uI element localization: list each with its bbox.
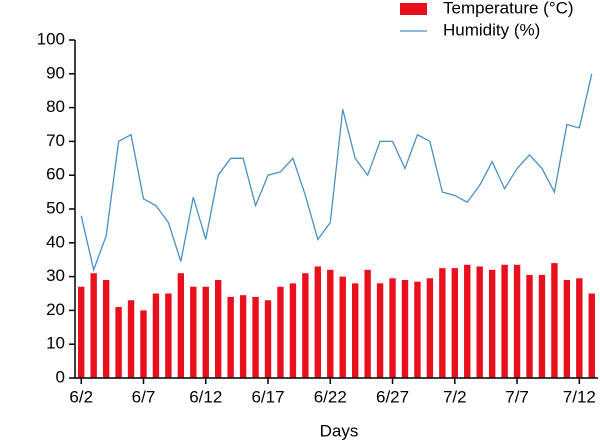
bar bbox=[476, 266, 483, 378]
bar bbox=[563, 279, 571, 378]
x-tick-label: 7/2 bbox=[443, 387, 467, 406]
x-axis-label: Days bbox=[320, 421, 359, 440]
bar bbox=[215, 279, 222, 378]
x-tick-label: 7/12 bbox=[563, 387, 596, 406]
bar bbox=[376, 283, 384, 378]
bar bbox=[451, 268, 458, 378]
bar bbox=[252, 296, 259, 378]
bar bbox=[202, 286, 209, 378]
bar bbox=[401, 279, 409, 378]
x-tick-label: 6/27 bbox=[376, 387, 409, 406]
bar bbox=[339, 276, 346, 378]
bar bbox=[576, 278, 583, 378]
x-tick-label: 6/12 bbox=[189, 387, 222, 406]
bar bbox=[239, 295, 247, 378]
bar bbox=[127, 300, 135, 378]
bar bbox=[588, 293, 595, 378]
y-tick-label: 100 bbox=[37, 29, 65, 48]
y-tick-label: 40 bbox=[46, 232, 65, 251]
bar bbox=[264, 300, 272, 378]
x-tick-label: 7/7 bbox=[505, 387, 529, 406]
y-tick-label: 0 bbox=[56, 367, 65, 386]
bar bbox=[102, 279, 110, 378]
bar bbox=[190, 286, 197, 378]
bar bbox=[513, 264, 521, 378]
y-tick-label: 90 bbox=[46, 63, 65, 82]
x-tick-label: 6/2 bbox=[69, 387, 93, 406]
y-tick-label: 80 bbox=[46, 97, 65, 116]
bar bbox=[526, 274, 533, 378]
x-tick-label: 6/17 bbox=[251, 387, 284, 406]
bar bbox=[140, 310, 147, 378]
x-tick-label: 6/22 bbox=[314, 387, 347, 406]
bar bbox=[277, 286, 284, 378]
bar bbox=[538, 274, 546, 378]
bar bbox=[351, 283, 359, 378]
bar bbox=[464, 264, 471, 378]
y-tick-label: 50 bbox=[46, 198, 65, 217]
humidity-line bbox=[80, 73, 593, 273]
legend-swatch bbox=[400, 3, 427, 15]
legend-label: Humidity (%) bbox=[443, 20, 540, 39]
x-tick-label: 6/7 bbox=[132, 387, 156, 406]
legend-label: Temperature (°C) bbox=[443, 0, 574, 17]
bar bbox=[488, 269, 496, 378]
bar bbox=[327, 269, 334, 378]
bar bbox=[439, 268, 446, 378]
bar bbox=[364, 269, 371, 378]
bar bbox=[227, 296, 234, 378]
bar bbox=[426, 278, 434, 378]
bar bbox=[177, 273, 185, 378]
y-tick-label: 70 bbox=[46, 131, 65, 150]
bar bbox=[78, 286, 85, 378]
y-tick-label: 20 bbox=[46, 300, 65, 319]
bar bbox=[551, 263, 558, 378]
bar bbox=[90, 273, 97, 378]
bar bbox=[314, 266, 322, 378]
bar bbox=[152, 293, 160, 378]
bar bbox=[302, 273, 309, 378]
bar bbox=[115, 307, 122, 378]
y-tick-label: 10 bbox=[46, 334, 65, 353]
bar bbox=[289, 283, 297, 378]
y-tick-label: 30 bbox=[46, 266, 65, 285]
y-tick-label: 60 bbox=[46, 165, 65, 184]
bar bbox=[389, 278, 396, 378]
bar bbox=[165, 293, 172, 378]
bar bbox=[414, 281, 421, 378]
bar bbox=[501, 264, 508, 378]
